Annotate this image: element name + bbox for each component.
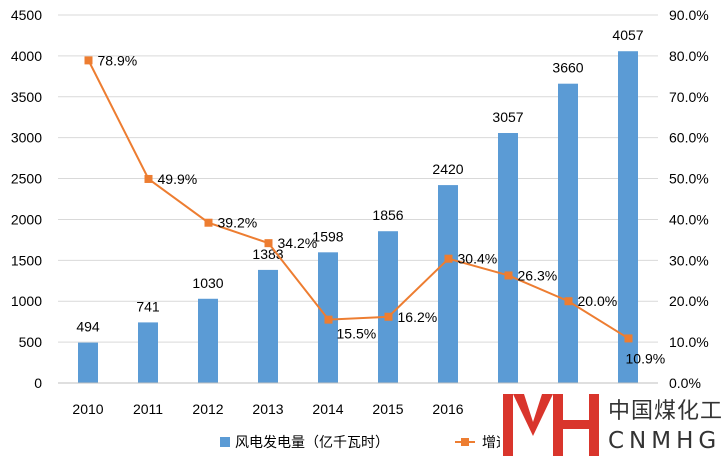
growth-point <box>264 239 273 248</box>
y-left-tick-label: 3500 <box>11 89 42 105</box>
growth-value-label: 30.4% <box>458 251 498 267</box>
y-right-tick-label: 50.0% <box>669 171 709 187</box>
bar-data-labels: 494 741 1030 1383 1598 1856 2420 3057 3660 4057 <box>76 27 643 334</box>
growth-value-label: 10.9% <box>626 350 666 366</box>
legend-bar-label: 风电发电量（亿千瓦时） <box>235 434 389 450</box>
growth-value-label: 34.2% <box>278 235 318 251</box>
growth-point <box>384 312 393 321</box>
x-tick-label: 2015 <box>372 401 403 417</box>
bar-value-label: 1383 <box>252 246 283 262</box>
x-axis-ticks: 201020112012201320142015201620 <box>72 401 516 417</box>
bar <box>558 83 578 384</box>
legend: 风电发电量（亿千瓦时） 增速 <box>220 434 510 450</box>
y-right-tick-label: 0.0% <box>669 375 701 391</box>
y-right-tick-label: 90.0% <box>669 7 709 23</box>
x-tick-label: 2016 <box>432 401 463 417</box>
bar <box>258 269 278 383</box>
growth-point <box>624 334 633 343</box>
growth-point <box>84 56 93 65</box>
logo-name-cn: 中国煤化工 <box>608 399 723 424</box>
growth-point <box>504 271 513 280</box>
watermark-logo: 中国煤化工 CNMHG <box>500 388 724 461</box>
growth-point <box>444 254 453 263</box>
bar-value-label: 4057 <box>612 27 643 43</box>
y-left-tick-label: 1000 <box>11 293 42 309</box>
y-left-tick-label: 500 <box>19 334 43 350</box>
growth-value-label: 26.3% <box>518 267 558 283</box>
y-left-tick-label: 3000 <box>11 130 42 146</box>
legend-bar-swatch <box>220 437 230 447</box>
bar-series <box>78 51 638 384</box>
line-data-labels: 78.9% 49.9% 39.2% 34.2% 15.5% 16.2% 30.4% 26.3%… <box>98 52 666 366</box>
bar <box>138 322 158 383</box>
x-tick-label: 2014 <box>312 401 343 417</box>
y-left-tick-label: 4000 <box>11 48 42 64</box>
growth-line <box>87 59 630 340</box>
bar <box>378 231 398 383</box>
legend-line-marker <box>461 438 469 446</box>
y-right-tick-label: 60.0% <box>669 130 709 146</box>
logo-mark: 中国煤化工 CNMHG <box>503 394 723 456</box>
left-axis-ticks: 0 500 1000 1500 2000 2500 3000 3500 4000 4500 <box>11 7 42 391</box>
growth-value-label: 39.2% <box>218 215 258 231</box>
growth-value-label: 20.0% <box>578 293 618 309</box>
y-left-tick-label: 2500 <box>11 171 42 187</box>
growth-value-label: 15.5% <box>337 326 377 342</box>
growth-value-label: 16.2% <box>398 309 438 325</box>
gridlines <box>58 14 658 343</box>
growth-point <box>204 218 213 227</box>
growth-point <box>324 315 333 324</box>
bar-value-label: 2420 <box>432 161 463 177</box>
growth-value-label: 78.9% <box>98 52 138 68</box>
y-right-tick-label: 10.0% <box>669 334 709 350</box>
bar-value-label: 741 <box>136 298 160 314</box>
logo-name-en: CNMHG <box>608 428 721 454</box>
x-tick-label: 2011 <box>133 401 163 417</box>
bar <box>498 133 518 383</box>
x-tick-label: 2013 <box>252 401 283 417</box>
line-series <box>84 56 633 343</box>
bar-value-label: 3057 <box>492 109 523 125</box>
bar-value-label: 1030 <box>192 275 223 291</box>
y-left-tick-label: 2000 <box>11 211 42 227</box>
y-right-tick-label: 40.0% <box>669 211 709 227</box>
y-left-tick-label: 1500 <box>11 252 42 268</box>
bar <box>618 51 638 384</box>
growth-value-label: 49.9% <box>158 171 198 187</box>
x-tick-label: 2012 <box>192 401 223 417</box>
growth-point <box>144 174 153 183</box>
x-tick-label: 2010 <box>72 401 103 417</box>
y-right-tick-label: 70.0% <box>669 89 709 105</box>
y-right-tick-label: 20.0% <box>669 293 709 309</box>
y-right-tick-label: 30.0% <box>669 252 709 268</box>
right-axis-ticks: 0.0% 10.0% 20.0% 30.0% 40.0% 50.0% 60.0% 70.0% 8… <box>669 7 709 391</box>
bar-value-label: 1598 <box>312 228 343 244</box>
y-left-tick-label: 0 <box>34 375 42 391</box>
bar <box>78 342 98 383</box>
bar-value-label: 494 <box>76 319 100 335</box>
bar <box>438 185 458 383</box>
y-right-tick-label: 80.0% <box>669 48 709 64</box>
growth-point <box>564 297 573 306</box>
bar-value-label: 1856 <box>372 207 403 223</box>
bar-value-label: 3660 <box>552 60 583 76</box>
bar <box>198 298 218 383</box>
y-left-tick-label: 4500 <box>11 7 42 23</box>
